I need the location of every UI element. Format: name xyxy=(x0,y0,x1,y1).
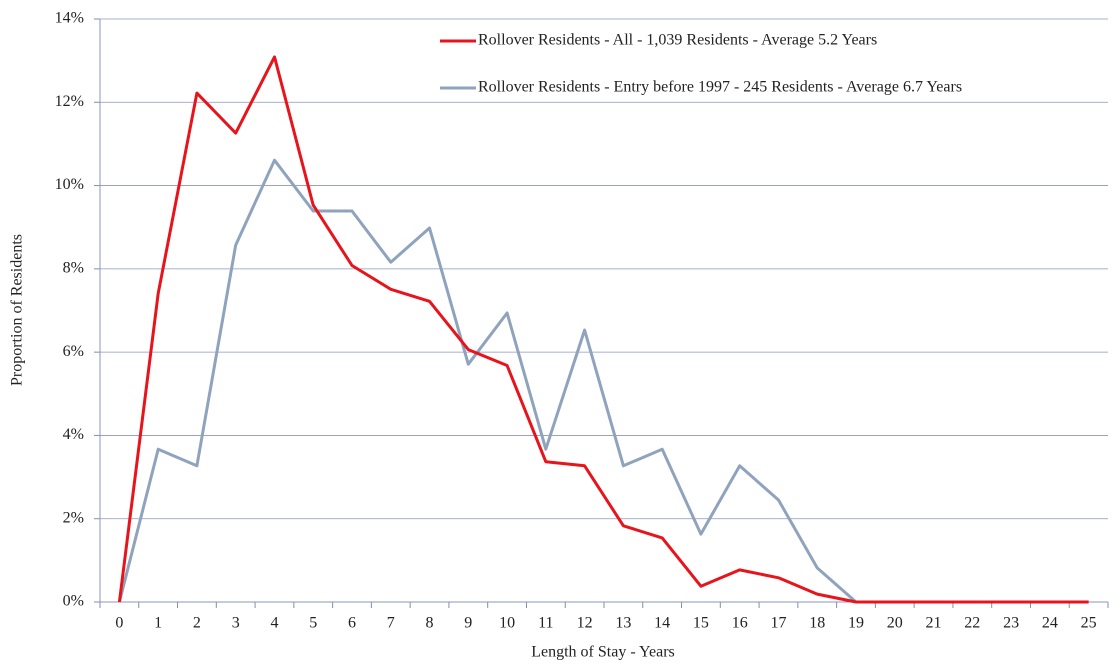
x-tick-label: 25 xyxy=(1081,615,1097,632)
x-tick-label: 19 xyxy=(848,615,864,632)
x-tick-label: 21 xyxy=(926,615,942,632)
x-tick-label: 15 xyxy=(693,615,709,632)
x-tick-label: 17 xyxy=(770,615,786,632)
y-tick-label: 6% xyxy=(63,343,84,360)
y-tick-label: 0% xyxy=(63,593,84,610)
x-tick-label: 11 xyxy=(538,615,553,632)
y-tick-label: 8% xyxy=(63,260,84,277)
y-tick-label: 2% xyxy=(63,509,84,526)
y-tick-label: 12% xyxy=(55,93,84,110)
x-tick-label: 14 xyxy=(654,615,670,632)
x-tick-label: 7 xyxy=(387,615,395,632)
series-line xyxy=(117,158,1089,604)
x-tick-label: 8 xyxy=(426,615,434,632)
x-tick-label: 16 xyxy=(732,615,748,632)
x-tick-label: 13 xyxy=(615,615,631,632)
x-tick-label: 22 xyxy=(964,615,980,632)
legend-label: Rollover Residents - Entry before 1997 -… xyxy=(478,79,962,96)
x-tick-label: 5 xyxy=(309,615,317,632)
y-axis-label: Proportion of Residents xyxy=(9,234,26,386)
x-tick-label: 24 xyxy=(1042,615,1058,632)
x-tick-label: 10 xyxy=(499,615,515,632)
x-tick-label: 2 xyxy=(193,615,201,632)
legend-label: Rollover Residents - All - 1,039 Residen… xyxy=(478,32,877,49)
x-tick-label: 0 xyxy=(115,615,123,632)
x-tick-label: 6 xyxy=(348,615,356,632)
x-tick-label: 3 xyxy=(232,615,240,632)
series-line xyxy=(117,55,1089,604)
x-tick-label: 23 xyxy=(1003,615,1019,632)
y-tick-label: 4% xyxy=(63,426,84,443)
y-tick-label: 10% xyxy=(55,176,84,193)
y-tick-label: 14% xyxy=(55,10,84,27)
x-tick-label: 4 xyxy=(270,615,278,632)
x-tick-label: 12 xyxy=(577,615,593,632)
x-tick-label: 1 xyxy=(154,615,162,632)
x-tick-label: 9 xyxy=(464,615,472,632)
x-axis-label: Length of Stay - Years xyxy=(531,644,675,661)
x-tick-label: 20 xyxy=(887,615,903,632)
x-tick-label: 18 xyxy=(809,615,825,632)
